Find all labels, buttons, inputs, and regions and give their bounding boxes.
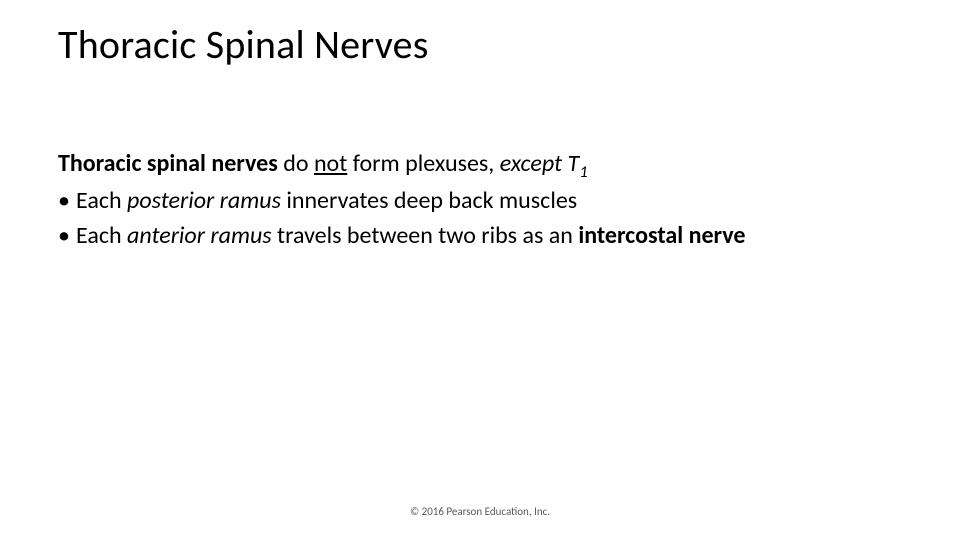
lead-except-sub: 1	[579, 161, 588, 182]
slide-body: Thoracic spinal nerves do not form plexu…	[58, 148, 920, 252]
bullet-icon: •	[58, 220, 76, 252]
lead-bold: Thoracic spinal nerves	[58, 149, 278, 178]
bullet-icon: •	[58, 185, 76, 217]
copyright-footer: © 2016 Pearson Education, Inc.	[0, 505, 960, 518]
bullet-2-pre: Each	[76, 221, 127, 250]
lead-underlined: not	[314, 149, 347, 178]
slide: Thoracic Spinal Nerves Thoracic spinal n…	[0, 0, 960, 540]
bullet-2-text: Each anterior ramus travels between two …	[76, 220, 920, 252]
bullet-1-italic: posterior ramus	[127, 186, 281, 215]
bullet-1: • Each posterior ramus innervates deep b…	[58, 185, 920, 217]
lead-mid-1: do	[278, 149, 314, 178]
bullet-2-bold: intercostal nerve	[578, 221, 745, 250]
lead-mid-2: form plexuses,	[347, 149, 499, 178]
bullet-1-pre: Each	[76, 186, 127, 215]
bullet-1-post: innervates deep back muscles	[281, 186, 577, 215]
bullet-2-italic: anterior ramus	[127, 221, 272, 250]
bullet-1-text: Each posterior ramus innervates deep bac…	[76, 185, 920, 217]
bullet-2-mid: travels between two ribs as an	[272, 221, 579, 250]
slide-title: Thoracic Spinal Nerves	[58, 20, 429, 69]
bullet-2: • Each anterior ramus travels between tw…	[58, 220, 920, 252]
lead-line: Thoracic spinal nerves do not form plexu…	[58, 148, 920, 183]
lead-except: except T	[500, 149, 580, 178]
